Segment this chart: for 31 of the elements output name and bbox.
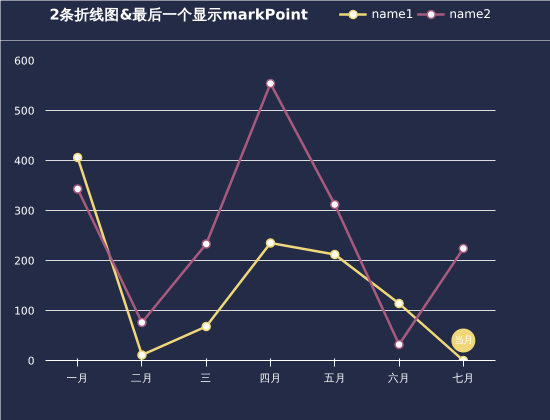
- point: [458, 244, 468, 254]
- x-tick-label: 五月: [324, 372, 346, 384]
- x-tick-label: 六月: [388, 372, 410, 384]
- point: [72, 184, 82, 194]
- y-tick-label: 0: [28, 354, 35, 368]
- x-tick-label: 一月: [66, 372, 89, 384]
- point: [137, 318, 147, 328]
- y-tick-label: 600: [14, 54, 35, 68]
- y-tick-label: 100: [14, 304, 35, 318]
- y-tick-label: 400: [14, 154, 35, 168]
- point: [394, 340, 404, 350]
- x-tick-label: 三: [200, 372, 212, 384]
- y-tick-label: 200: [14, 254, 35, 268]
- point: [266, 238, 276, 248]
- point: [330, 250, 340, 260]
- annotation: 当月: [454, 335, 472, 346]
- y-tick-label: 300: [14, 204, 35, 218]
- point: [201, 239, 211, 249]
- x-tick-label: 七月: [452, 372, 474, 384]
- point: [72, 152, 82, 162]
- y-tick-label: 500: [14, 104, 35, 118]
- point: [201, 322, 211, 332]
- chart-title: 2条折线图&最后一个显示markPoint: [50, 6, 308, 24]
- x-tick-label: 四月: [260, 372, 282, 384]
- legend-label: name2: [449, 7, 491, 21]
- legend-label: name1: [372, 7, 414, 21]
- x-tick-label: 二月: [130, 372, 153, 384]
- point: [137, 350, 147, 360]
- point: [266, 78, 276, 88]
- point: [330, 200, 340, 210]
- point: [394, 298, 404, 308]
